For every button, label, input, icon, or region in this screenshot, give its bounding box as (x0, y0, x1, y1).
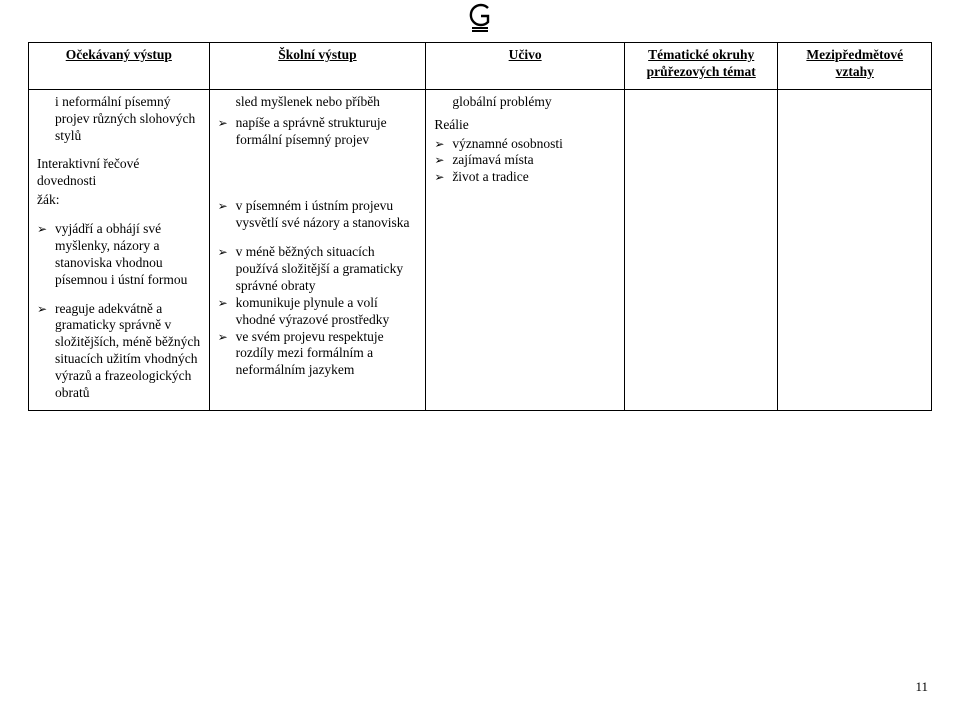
list-item-text: vyjádří a obhájí své myšlenky, názory a … (55, 221, 187, 287)
cell-col3: globální problémy Reálie významné osobno… (426, 89, 625, 410)
list-item: v méně běžných situacích používá složitě… (218, 244, 418, 295)
list-item: vyjádří a obhájí své myšlenky, názory a … (37, 221, 201, 289)
list-item-text: napíše a správně strukturuje formální pí… (236, 115, 387, 147)
table-header-row: Očekávaný výstup Školní výstup Učivo Tém… (29, 43, 932, 90)
list-item-text: život a tradice (452, 169, 528, 184)
curriculum-table: Očekávaný výstup Školní výstup Učivo Tém… (28, 42, 932, 411)
col3-list: významné osobnosti zajímavá místa život … (434, 136, 616, 187)
list-item-text: komunikuje plynule a volí vhodné výrazov… (236, 295, 390, 327)
header-col2-text: Školní výstup (278, 47, 356, 62)
col2-lead-list: napíše a správně strukturuje formální pí… (218, 115, 418, 149)
list-item: komunikuje plynule a volí vhodné výrazov… (218, 295, 418, 329)
list-item-text: významné osobnosti (452, 136, 563, 151)
header-col3-text: Učivo (509, 47, 542, 62)
col1-intro: i neformální písemný projev různých sloh… (37, 94, 201, 145)
list-item-text: v méně běžných situacích používá složitě… (236, 244, 404, 293)
page-number: 11 (915, 679, 928, 695)
header-col2: Školní výstup (209, 43, 426, 90)
list-item: významné osobnosti (434, 136, 616, 153)
cell-col5 (778, 89, 932, 410)
header-col3: Učivo (426, 43, 625, 90)
list-item: ve svém projevu respektuje rozdíly mezi … (218, 329, 418, 380)
col3-top: globální problémy (434, 94, 616, 111)
header-col4: Tématické okruhy průřezových témat (624, 43, 778, 90)
logo (466, 2, 494, 37)
header-col1: Očekávaný výstup (29, 43, 210, 90)
col1-list: vyjádří a obhájí své myšlenky, názory a … (37, 221, 201, 402)
list-item-text: ve svém projevu respektuje rozdíly mezi … (236, 329, 384, 378)
table-row: i neformální písemný projev různých sloh… (29, 89, 932, 410)
list-item: napíše a správně strukturuje formální pí… (218, 115, 418, 149)
cell-col4 (624, 89, 778, 410)
header-col4-line2: průřezových témat (647, 64, 756, 79)
col2-lead-text: sled myšlenek nebo příběh (218, 94, 418, 111)
list-item-text: zajímavá místa (452, 152, 533, 167)
header-col4-line1: Tématické okruhy (648, 47, 754, 62)
col1-section-label: Interaktivní řečové dovednosti (37, 156, 201, 190)
page: Očekávaný výstup Školní výstup Učivo Tém… (0, 0, 960, 705)
list-item-text: reaguje adekvátně a gramaticky správně v… (55, 301, 200, 400)
list-item: život a tradice (434, 169, 616, 186)
cell-col1: i neformální písemný projev různých sloh… (29, 89, 210, 410)
header-col1-text: Očekávaný výstup (66, 47, 172, 62)
col1-zak: žák: (37, 192, 201, 209)
list-item: zajímavá místa (434, 152, 616, 169)
header-col5-line2: vztahy (836, 64, 874, 79)
list-item-text: v písemném i ústním projevu vysvětlí své… (236, 198, 410, 230)
header-col5: Mezipředmětové vztahy (778, 43, 932, 90)
cell-col2: sled myšlenek nebo příběh napíše a správ… (209, 89, 426, 410)
list-item: reaguje adekvátně a gramaticky správně v… (37, 301, 201, 402)
logo-g-icon (466, 2, 494, 32)
header-col5-line1: Mezipředmětové (806, 47, 903, 62)
list-item: v písemném i ústním projevu vysvětlí své… (218, 198, 418, 232)
col3-group: Reálie (434, 117, 616, 134)
col2-list: v písemném i ústním projevu vysvětlí své… (218, 198, 418, 379)
